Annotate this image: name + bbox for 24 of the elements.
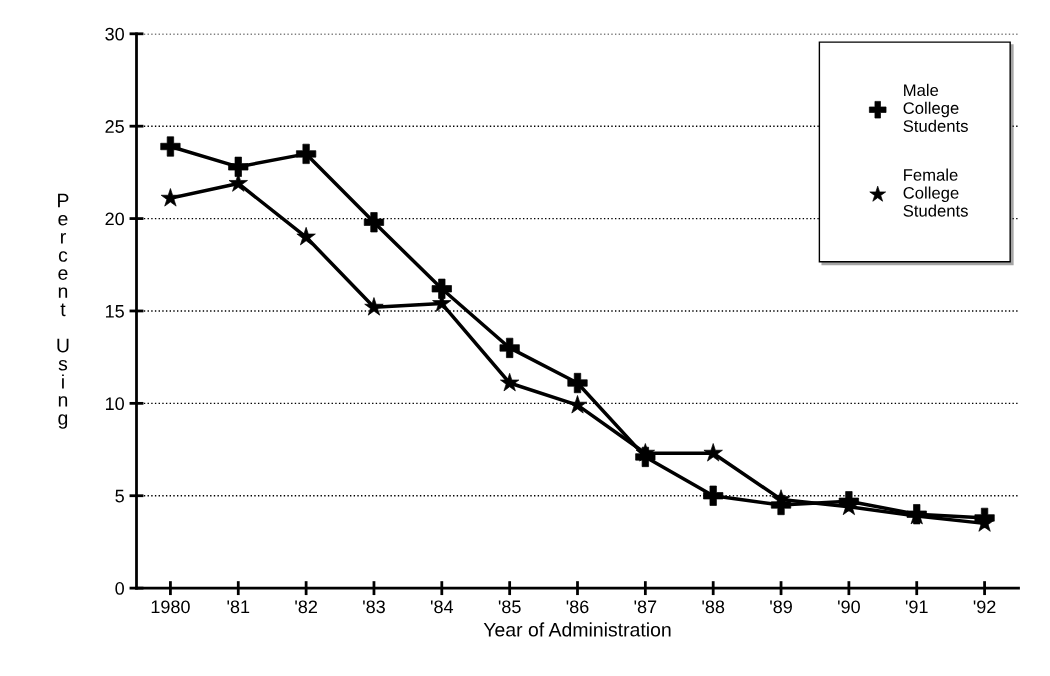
y-tick-label: 5	[115, 489, 124, 503]
x-tick-label: '90	[838, 600, 860, 614]
y-tick-label: 10	[105, 397, 124, 411]
x-tick-label: '82	[295, 600, 317, 614]
x-tick-label: '92	[973, 600, 996, 614]
x-axis-title: Year of Administration	[483, 622, 671, 637]
x-tick-label: '85	[498, 600, 521, 614]
y-tick-label: 25	[105, 120, 124, 133]
text: Percent Using	[57, 193, 69, 429]
x-tick-label: '91	[905, 600, 928, 614]
x-tick-label: '84	[430, 600, 454, 614]
y-tick-label: 30	[105, 27, 124, 41]
x-tick-label: '89	[770, 600, 792, 614]
x-tick-label: '87	[634, 600, 657, 614]
x-tick-label: '86	[566, 600, 589, 614]
x-tick-label: '83	[363, 600, 385, 614]
y-tick-label: 20	[105, 212, 124, 226]
y-tick-label: 15	[105, 305, 124, 318]
x-tick-label: '88	[702, 600, 725, 614]
y-tick-label: 0	[115, 582, 124, 595]
x-tick-label: '81	[227, 600, 250, 614]
x-tick-label: 1980	[151, 600, 190, 614]
legend-label: Female College Students	[903, 168, 968, 217]
legend-label: Male College Students	[903, 83, 968, 132]
